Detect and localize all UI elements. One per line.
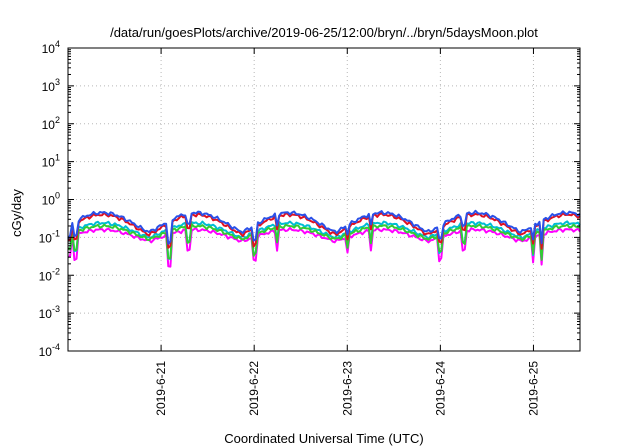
y-tick-label: 10-4 (39, 342, 60, 359)
series-line (67, 226, 581, 268)
y-tick-label: 10-3 (39, 304, 60, 321)
y-axis-label: cGy/day (9, 189, 24, 237)
y-tick-label: 102 (42, 115, 60, 132)
y-tick-label: 104 (42, 39, 60, 56)
series-line (67, 211, 581, 250)
y-tick-label: 10-1 (39, 228, 60, 245)
y-tick-label: 101 (42, 153, 60, 170)
series-line (67, 220, 581, 261)
series-line (67, 209, 581, 245)
y-tick-label: 100 (42, 191, 60, 208)
series-line (67, 223, 581, 261)
x-tick-label: 2019-6-24 (433, 361, 447, 416)
grid (68, 47, 580, 352)
series-layer (67, 209, 581, 268)
y-tick-label: 10-2 (39, 266, 60, 283)
x-axis: 2019-6-21 2019-6-22 2019-6-23 2019-6-24 2019… (154, 48, 540, 416)
y-tick-label: 103 (42, 77, 60, 94)
x-tick-label: 2019-6-21 (154, 361, 168, 416)
x-tick-label: 2019-6-25 (526, 361, 540, 416)
chart-title: /data/run/goesPlots/archive/2019-06-25/1… (110, 25, 538, 40)
x-tick-label: 2019-6-23 (340, 361, 354, 416)
x-tick-label: 2019-6-22 (247, 361, 261, 416)
y-axis: 10-4 10-3 10-2 10-1 100 101 102 103 104 (39, 39, 580, 359)
x-axis-label: Coordinated Universal Time (UTC) (224, 431, 423, 446)
